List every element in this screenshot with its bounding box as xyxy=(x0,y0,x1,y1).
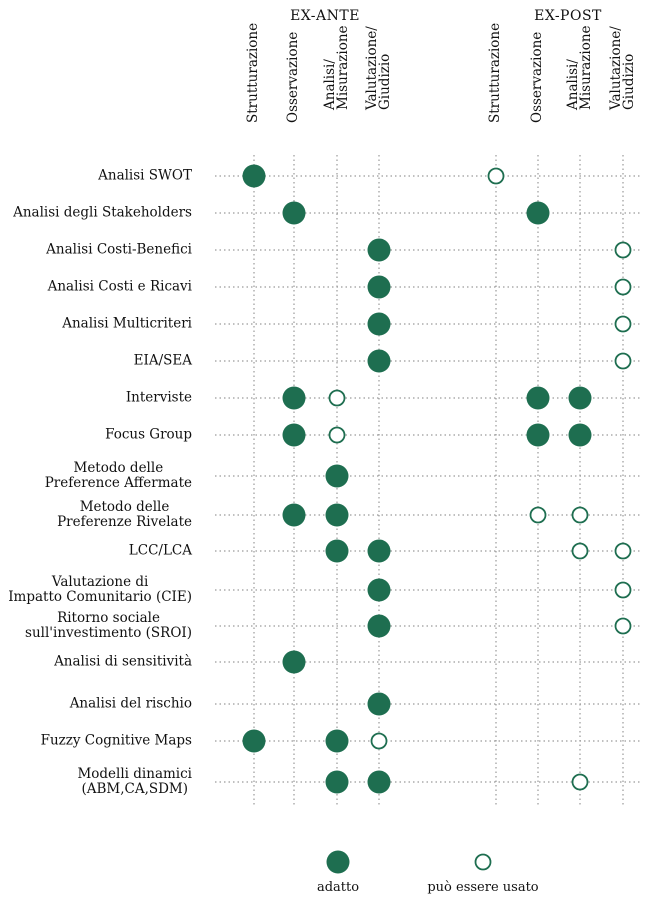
row-label: Analisi Costi-Benefici xyxy=(46,241,192,258)
filled-mark xyxy=(325,464,349,488)
outline-mark xyxy=(487,167,505,185)
outline-mark xyxy=(328,389,346,407)
row-label: Analisi del rischio xyxy=(69,695,192,712)
filled-mark xyxy=(367,238,391,262)
filled-mark xyxy=(526,423,550,447)
outline-mark xyxy=(614,542,632,560)
row-label: Interviste xyxy=(125,389,192,406)
row-label: EIA/SEA xyxy=(133,352,192,369)
filled-mark xyxy=(367,539,391,563)
outline-mark xyxy=(370,732,388,750)
legend-outline-label: può essere usato xyxy=(427,880,539,895)
legend-filled-icon xyxy=(326,850,350,874)
filled-mark xyxy=(367,312,391,336)
filled-mark xyxy=(367,692,391,716)
outline-mark xyxy=(571,542,589,560)
filled-mark xyxy=(325,539,349,563)
filled-mark xyxy=(282,650,306,674)
filled-mark xyxy=(242,164,266,188)
row-label: Focus Group xyxy=(105,426,192,443)
filled-mark xyxy=(325,503,349,527)
row-label: Valutazione di Impatto Comunitario (CIE) xyxy=(8,574,192,605)
outline-mark xyxy=(571,773,589,791)
filled-mark xyxy=(282,423,306,447)
filled-mark xyxy=(282,201,306,225)
row-label: Modelli dinamici (ABM,CA,SDM) xyxy=(77,766,192,797)
filled-mark xyxy=(367,578,391,602)
filled-mark xyxy=(325,729,349,753)
row-label: LCC/LCA xyxy=(128,542,192,559)
outline-mark xyxy=(614,278,632,296)
row-label: Metodo delle Preference Affermate xyxy=(44,460,192,491)
filled-mark xyxy=(367,614,391,638)
filled-mark xyxy=(568,386,592,410)
row-label: Analisi Multicriteri xyxy=(62,315,192,332)
row-label: Ritorno sociale sull'investimento (SROI) xyxy=(25,610,192,641)
filled-mark xyxy=(568,423,592,447)
legend-filled-label: adatto xyxy=(316,880,360,895)
filled-mark xyxy=(282,386,306,410)
outline-mark xyxy=(529,506,547,524)
outline-mark xyxy=(614,241,632,259)
filled-mark xyxy=(325,770,349,794)
outline-mark xyxy=(614,581,632,599)
filled-mark xyxy=(367,349,391,373)
outline-mark xyxy=(614,352,632,370)
row-label: Metodo delle Preferenze Rivelate xyxy=(57,499,192,530)
outline-mark xyxy=(328,426,346,444)
filled-mark xyxy=(526,201,550,225)
row-label: Fuzzy Cognitive Maps xyxy=(40,732,192,749)
row-label: Analisi Costi e Ricavi xyxy=(47,278,192,295)
group-title-ex-ante: EX-ANTE xyxy=(290,8,360,24)
outline-mark xyxy=(614,315,632,333)
group-title-ex-post: EX-POST xyxy=(534,8,602,24)
outline-mark xyxy=(614,617,632,635)
row-label: Analisi degli Stakeholders xyxy=(13,204,192,221)
legend-outline-icon xyxy=(474,853,492,871)
row-label: Analisi SWOT xyxy=(98,167,192,184)
filled-mark xyxy=(242,729,266,753)
row-label: Analisi di sensitività xyxy=(54,653,192,670)
filled-mark xyxy=(367,275,391,299)
filled-mark xyxy=(367,770,391,794)
filled-mark xyxy=(282,503,306,527)
filled-mark xyxy=(526,386,550,410)
outline-mark xyxy=(571,506,589,524)
